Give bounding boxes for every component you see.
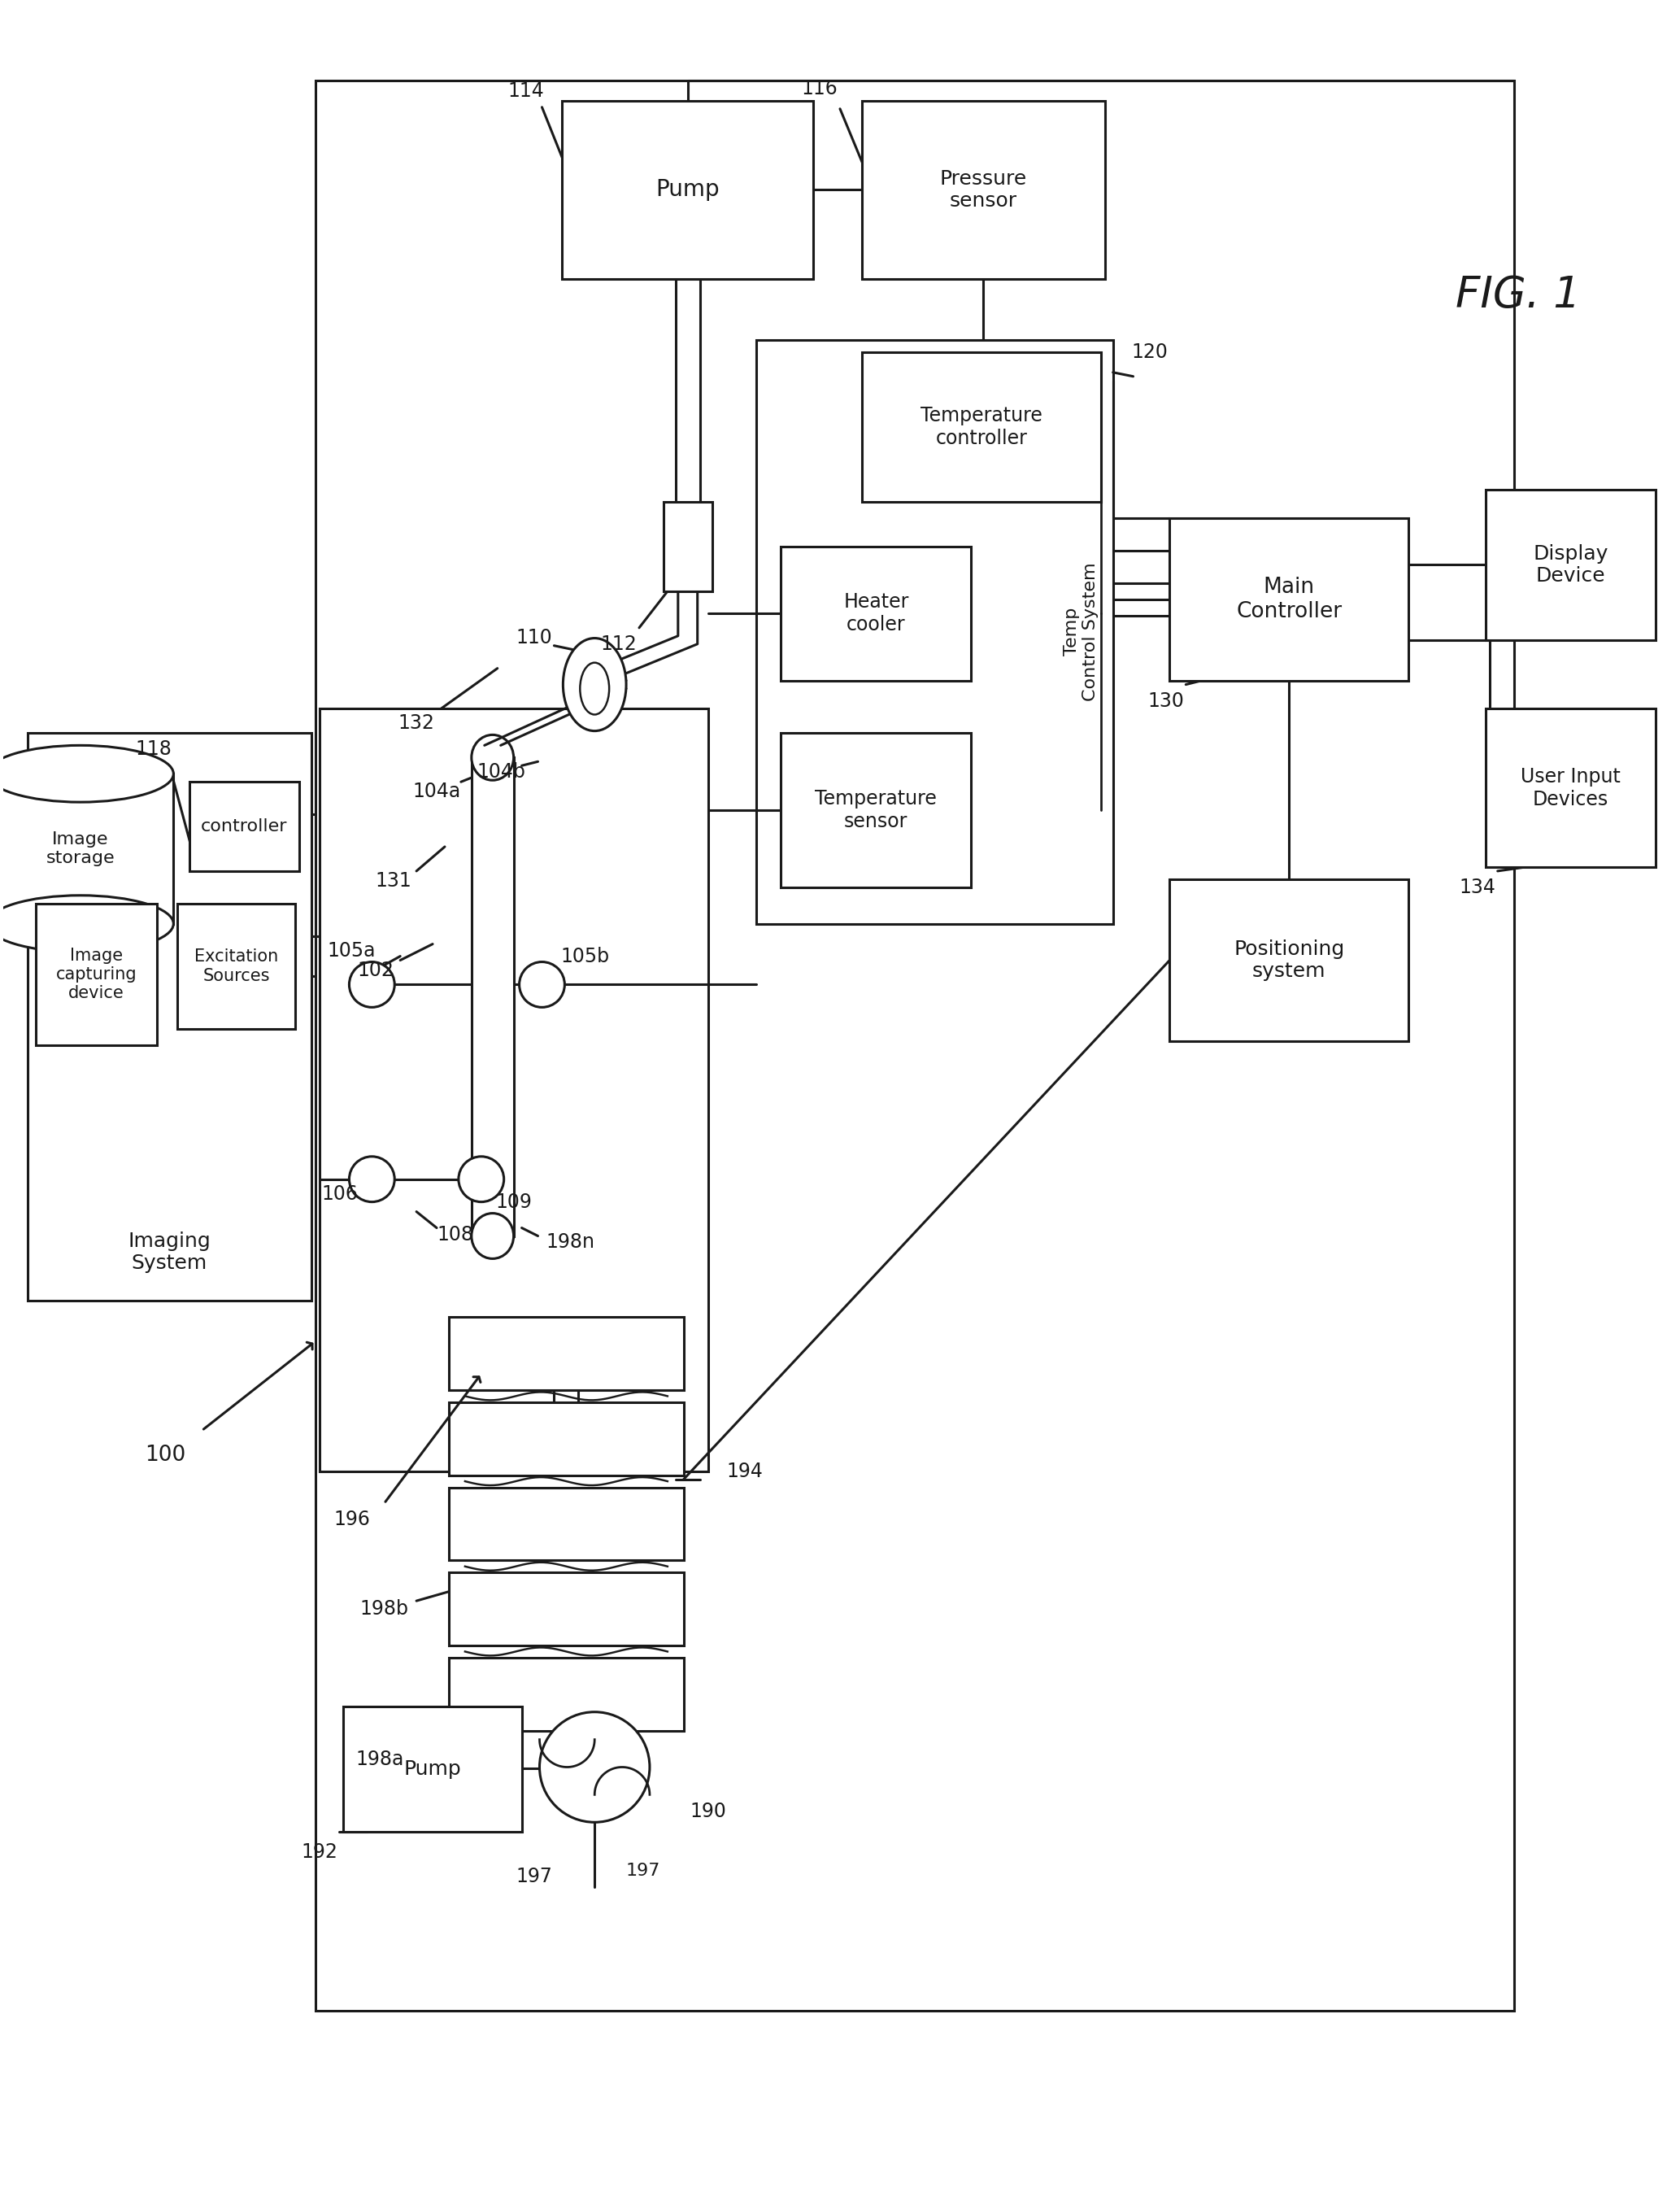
Circle shape [349,961,395,1008]
Text: 132: 132 [398,714,435,734]
Text: Main
Controller: Main Controller [1236,577,1342,623]
Text: Imaging
System: Imaging System [128,1231,210,1273]
Text: 118: 118 [134,740,171,760]
Text: User Input
Devices: User Input Devices [1520,767,1621,809]
Bar [781,546,971,681]
Bar [343,1706,522,1832]
Bar [664,502,712,592]
Text: 112: 112 [601,634,637,654]
Text: 108: 108 [437,1224,474,1244]
Text: 116: 116 [801,80,838,97]
Bar [35,904,158,1045]
Circle shape [539,1713,650,1823]
Bar [781,734,971,886]
Text: Pump: Pump [403,1759,462,1779]
Ellipse shape [580,663,610,714]
Circle shape [459,1156,504,1202]
Text: 197: 197 [627,1863,660,1879]
Ellipse shape [563,639,627,732]
Text: Temp
Control System: Temp Control System [1063,564,1099,701]
Ellipse shape [472,1213,514,1260]
Bar [862,351,1100,502]
Text: Temperature
controller: Temperature controller [921,407,1042,449]
Bar [1485,491,1655,641]
Text: controller: controller [202,818,287,835]
Text: 104b: 104b [477,762,526,782]
Bar [563,102,813,278]
Text: 194: 194 [726,1461,763,1481]
Text: 109: 109 [496,1191,533,1211]
Text: Pump: Pump [655,179,719,201]
Bar [449,1317,684,1390]
Text: Temperature
sensor: Temperature sensor [815,789,937,831]
Bar [1169,519,1408,681]
Text: 134: 134 [1460,877,1495,897]
Bar [190,782,299,871]
Text: 198b: 198b [360,1600,408,1618]
Text: Display
Device: Display Device [1532,544,1608,586]
Ellipse shape [0,745,173,802]
Bar [1485,709,1655,866]
Bar [316,80,1514,2011]
Text: 192: 192 [301,1843,338,1863]
Text: 110: 110 [516,628,553,648]
Text: 105a: 105a [328,941,376,961]
Text: 106: 106 [321,1185,358,1204]
Text: 197: 197 [516,1867,553,1887]
Bar [449,1658,684,1730]
Text: 198a: 198a [356,1750,405,1768]
Text: 130: 130 [1147,692,1184,712]
Ellipse shape [0,895,173,953]
Text: 196: 196 [333,1509,370,1529]
Text: 190: 190 [690,1801,726,1821]
Text: 114: 114 [507,82,544,102]
Bar [27,734,311,1302]
Text: Positioning
system: Positioning system [1233,939,1344,981]
Text: Image
capturing
device: Image capturing device [55,948,138,1001]
Bar [472,758,514,1235]
Text: 100: 100 [144,1445,186,1465]
Text: 104a: 104a [413,782,460,802]
Text: Excitation
Sources: Excitation Sources [195,948,279,983]
Circle shape [349,1156,395,1202]
Circle shape [519,961,564,1008]
Text: 198n: 198n [546,1233,595,1253]
Text: Pressure
sensor: Pressure sensor [939,168,1026,210]
Text: 105b: 105b [561,946,610,966]
Text: 120: 120 [1131,343,1168,362]
Bar [319,709,707,1472]
Text: Image
storage: Image storage [45,831,114,866]
Text: Heater
cooler: Heater cooler [843,592,909,634]
Ellipse shape [472,734,514,780]
Bar [0,774,173,924]
Bar [178,904,296,1030]
Bar [1169,880,1408,1041]
Text: FIG. 1: FIG. 1 [1455,274,1581,316]
Bar [449,1487,684,1560]
Text: 131: 131 [376,871,412,891]
Bar [862,102,1105,278]
Bar [449,1574,684,1646]
Bar [449,1401,684,1476]
Text: 102: 102 [358,959,395,979]
Bar [756,340,1112,924]
